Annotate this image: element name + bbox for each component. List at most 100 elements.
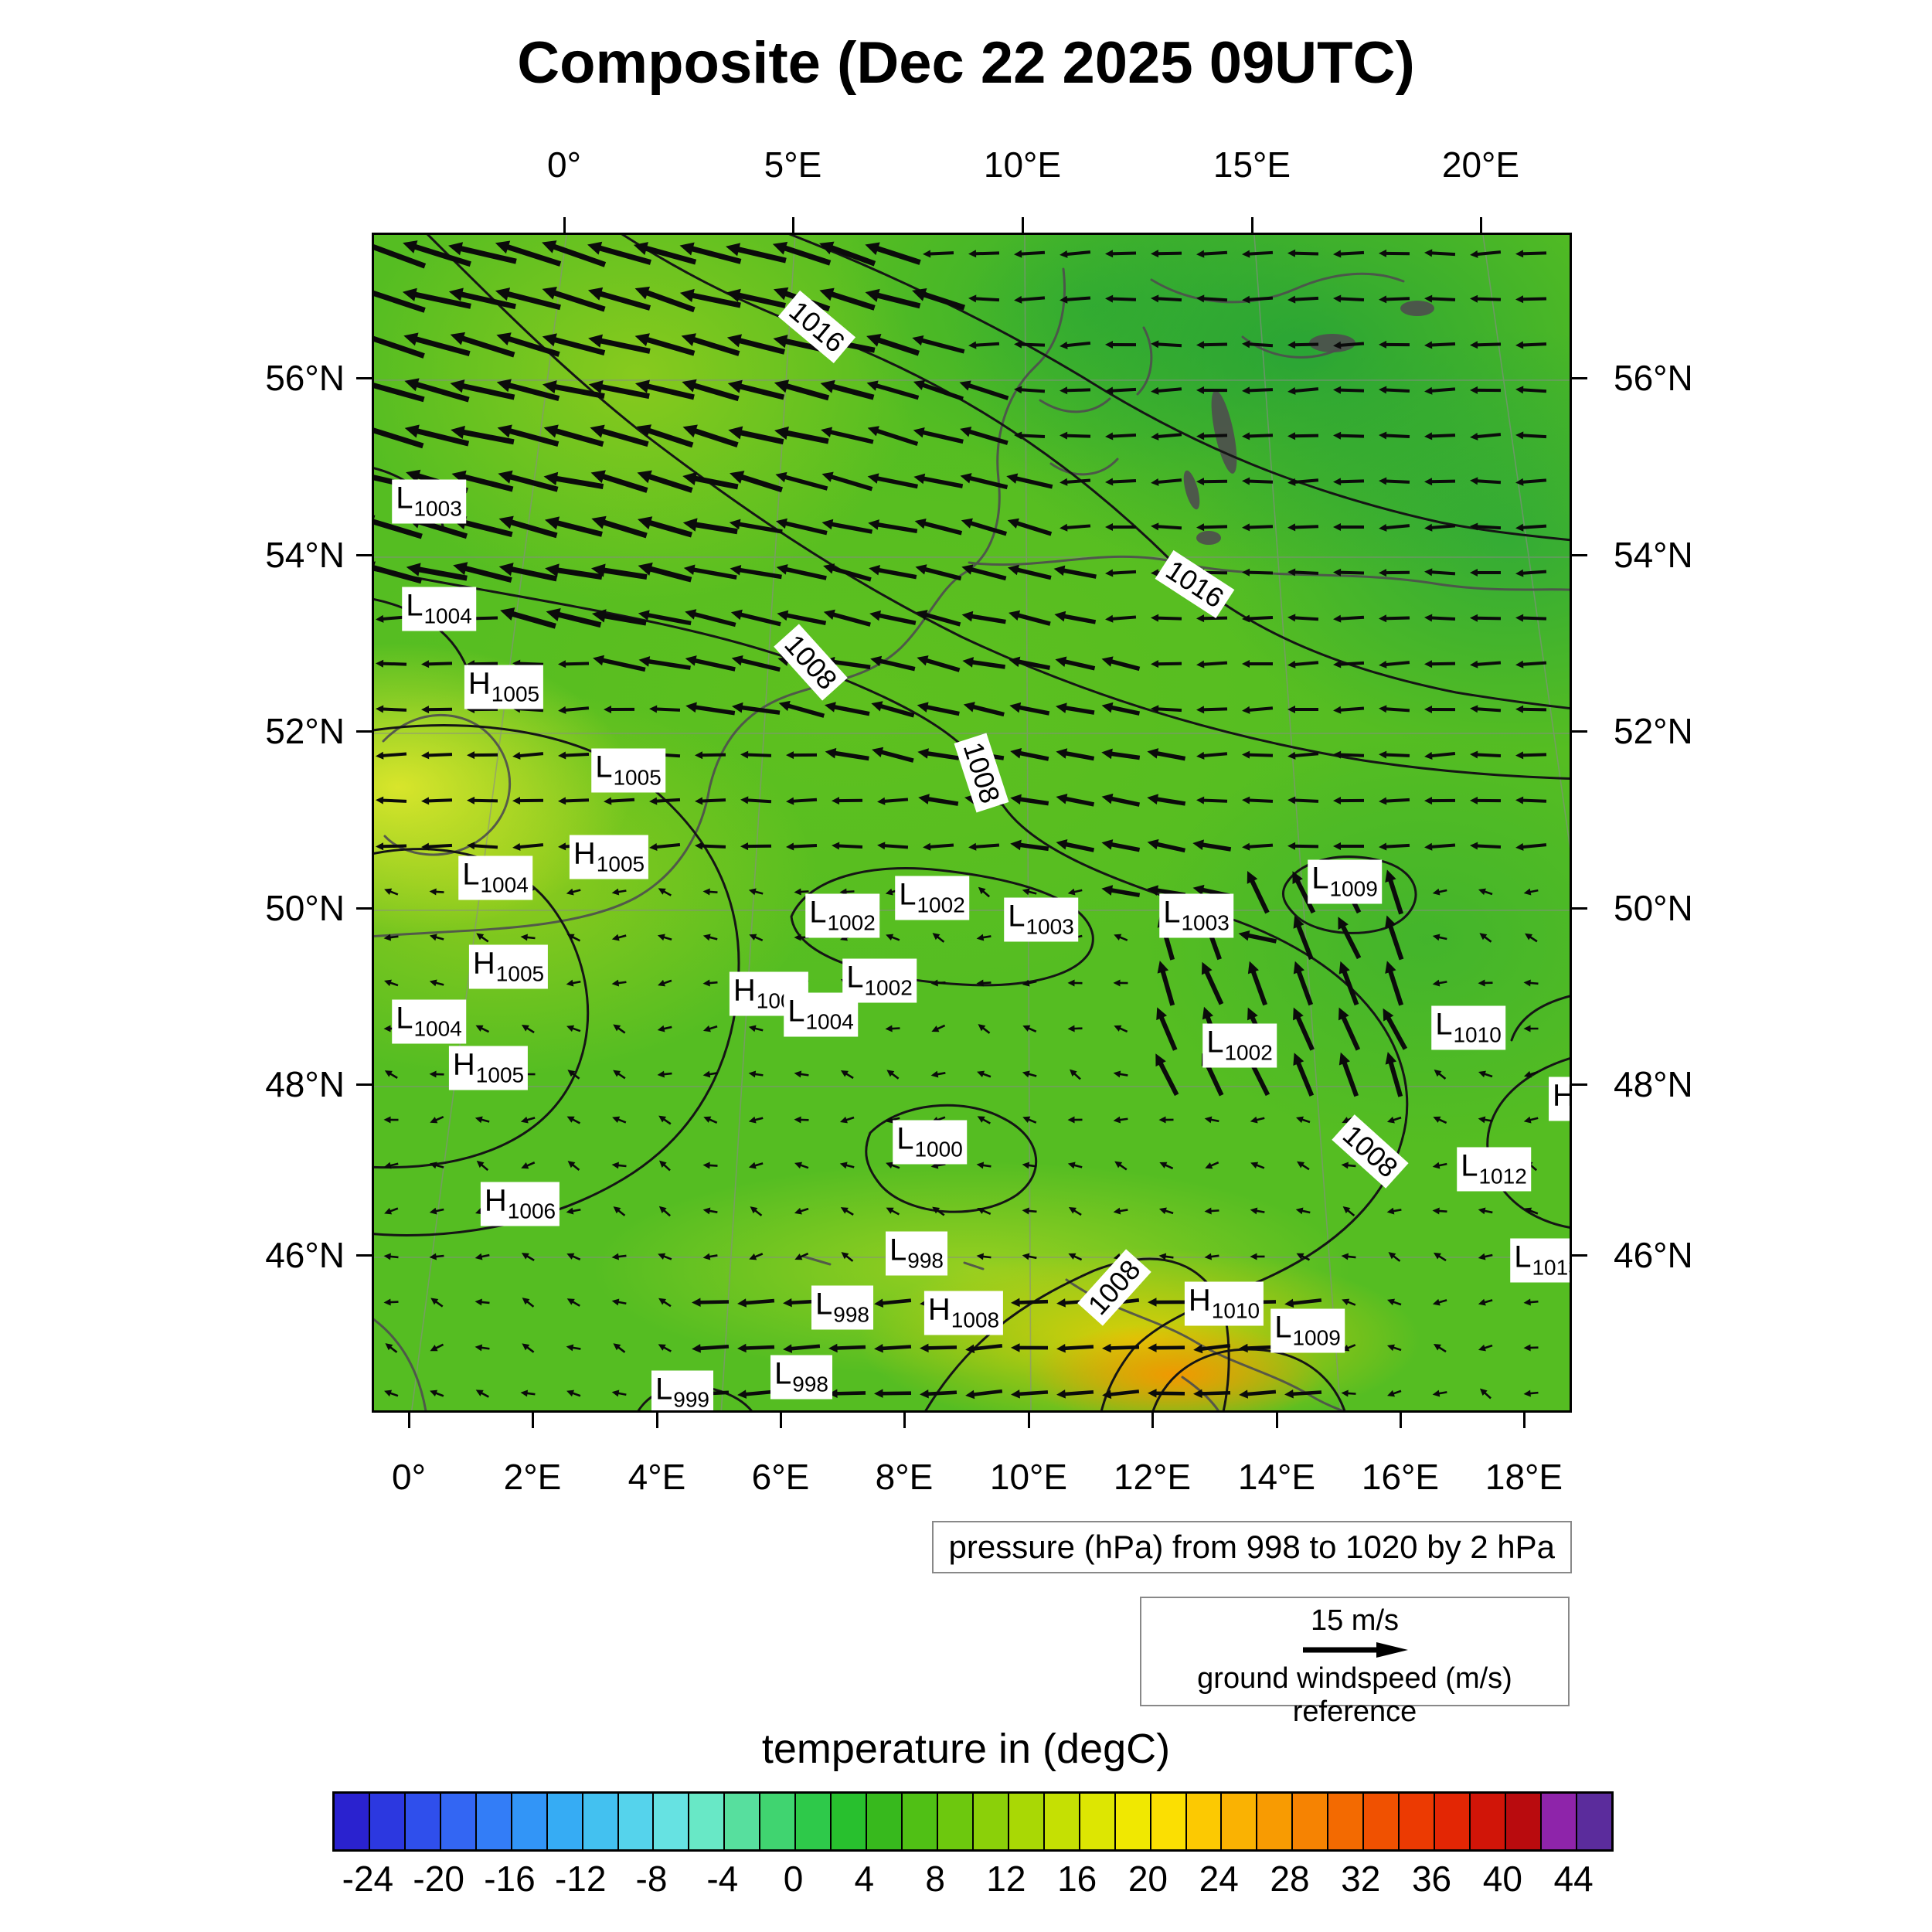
x-axis-tick-label: 0° [392,1457,426,1497]
colorbar-tick-number: 44 [1553,1859,1594,1899]
colorbar-title: temperature in (degC) [761,1726,1171,1772]
axis-tick [1021,217,1024,233]
y-axis-tick-label: 50°N [1614,888,1693,928]
pressure-center-label: H1005 [464,665,544,709]
axis-tick [1572,730,1587,733]
pressure-center-label: H1005 [569,835,649,879]
pressure-center-label: L1004 [392,999,466,1044]
colorbar-segment [476,1794,512,1849]
temperature-colorbar [332,1791,1614,1852]
axis-tick [1572,1253,1587,1257]
axis-tick [903,1413,906,1428]
pressure-center-value: 1009 [1292,1325,1341,1350]
pressure-center-letter: L [774,1356,792,1391]
colorbar-tick-number: 32 [1341,1859,1381,1899]
pressure-center-label: L1009 [1308,859,1382,904]
pressure-center-label: H1010 [1184,1281,1264,1326]
x-axis-tick-label: 14°E [1237,1457,1316,1497]
pressure-center-label: H1006 [480,1182,560,1226]
axis-tick [1572,1083,1587,1086]
pressure-center-label: L1012 [1457,1147,1531,1192]
pressure-center-letter: H [452,1047,475,1082]
pressure-center-letter: L [595,750,613,784]
colorbar-tick-number: 40 [1482,1859,1522,1899]
pressure-center-value: 1009 [1329,876,1378,901]
pressure-center-letter: L [889,1233,907,1267]
x-axis-tick-label: 20°E [1441,145,1520,185]
x-axis-tick-label: 10°E [989,1457,1068,1497]
y-axis-tick-label: 52°N [1614,711,1693,751]
x-axis-tick-label: 0° [547,145,581,185]
colorbar-tick-number: 24 [1199,1859,1239,1899]
pressure-center-value: 998 [833,1302,869,1327]
pressure-center-letter: L [406,588,423,623]
pressure-center-label: L1003 [1004,897,1078,942]
wind-reference-box: 15 m/s ground windspeed (m/s) reference [1140,1597,1570,1728]
axis-tick [1151,1413,1154,1428]
colorbar-segment [618,1794,655,1849]
axis-tick [407,1413,410,1428]
colorbar-segment [867,1794,903,1849]
colorbar-tick-number: -12 [554,1859,607,1899]
colorbar-segment [725,1794,761,1849]
pressure-center-letter: H [733,973,756,1008]
pressure-center-value: 1004 [805,1009,854,1034]
pressure-center-value: 1002 [917,893,965,917]
colorbar-segment [1080,1794,1116,1849]
colorbar-segment [1364,1794,1400,1849]
pressure-center-label: H1005 [468,944,549,989]
colorbar-segment [1400,1794,1436,1849]
pressure-center-label: L1003 [1159,893,1233,938]
axis-tick [356,906,372,910]
pressure-center-label: L1000 [893,1120,967,1165]
colorbar-segment [1222,1794,1258,1849]
pressure-center-layer: L1003 L1004 H1005 L1005 H1005 L1004 H1005 L1004… [374,235,1570,1412]
pressure-center-value: 1003 [413,496,462,521]
pressure-center-label: L1009 [1270,1308,1345,1353]
pressure-center-label: H [1549,1077,1570,1121]
pressure-center-value: 999 [673,1387,709,1412]
colorbar-segment [1009,1794,1045,1849]
y-axis-tick-label: 52°N [265,711,345,751]
pressure-center-letter: L [1163,895,1181,930]
wind-reference-arrow-icon [1303,1642,1408,1658]
axis-tick [356,1253,372,1257]
axis-tick [791,217,794,233]
colorbar-segment [1293,1794,1329,1849]
axis-tick [356,1083,372,1086]
colorbar-segment [440,1794,477,1849]
pressure-center-letter: L [899,877,917,912]
colorbar-segment [1186,1794,1223,1849]
pressure-center-value: 1005 [613,765,662,790]
pressure-center-letter: L [1206,1025,1224,1060]
pressure-center-label: L1013 [1510,1238,1570,1283]
colorbar-segment [1577,1794,1611,1849]
pressure-center-letter: H [484,1183,507,1218]
pressure-center-letter: L [1435,1007,1453,1042]
axis-tick [1479,217,1482,233]
colorbar-segment [654,1794,690,1849]
pressure-center-label: L1005 [591,748,665,793]
pressure-center-letter: L [396,1001,413,1036]
axis-tick [1250,217,1253,233]
pressure-center-letter: H [1188,1283,1211,1318]
wind-reference-speed: 15 m/s [1310,1604,1400,1637]
pressure-caption: pressure (hPa) from 998 to 1020 by 2 hPa [931,1521,1572,1573]
pressure-center-letter: L [655,1372,673,1406]
pressure-center-letter: L [787,994,805,1029]
x-axis-tick-label: 12°E [1113,1457,1192,1497]
colorbar-segment [405,1794,441,1849]
axis-tick [1275,1413,1278,1428]
y-axis-tick-label: 56°N [1614,358,1693,398]
pressure-center-letter: L [1311,861,1329,896]
colorbar-tick-number: 36 [1411,1859,1452,1899]
axis-tick [1399,1413,1402,1428]
colorbar-tick-number: 0 [783,1859,804,1899]
x-axis-tick-label: 8°E [875,1457,934,1497]
colorbar-tick-number: 12 [986,1859,1026,1899]
pressure-center-value: 1006 [507,1199,556,1223]
pressure-center-value: 1002 [864,975,913,1000]
axis-tick [356,376,372,379]
pressure-center-letter: L [815,1287,833,1321]
colorbar-segment [796,1794,832,1849]
